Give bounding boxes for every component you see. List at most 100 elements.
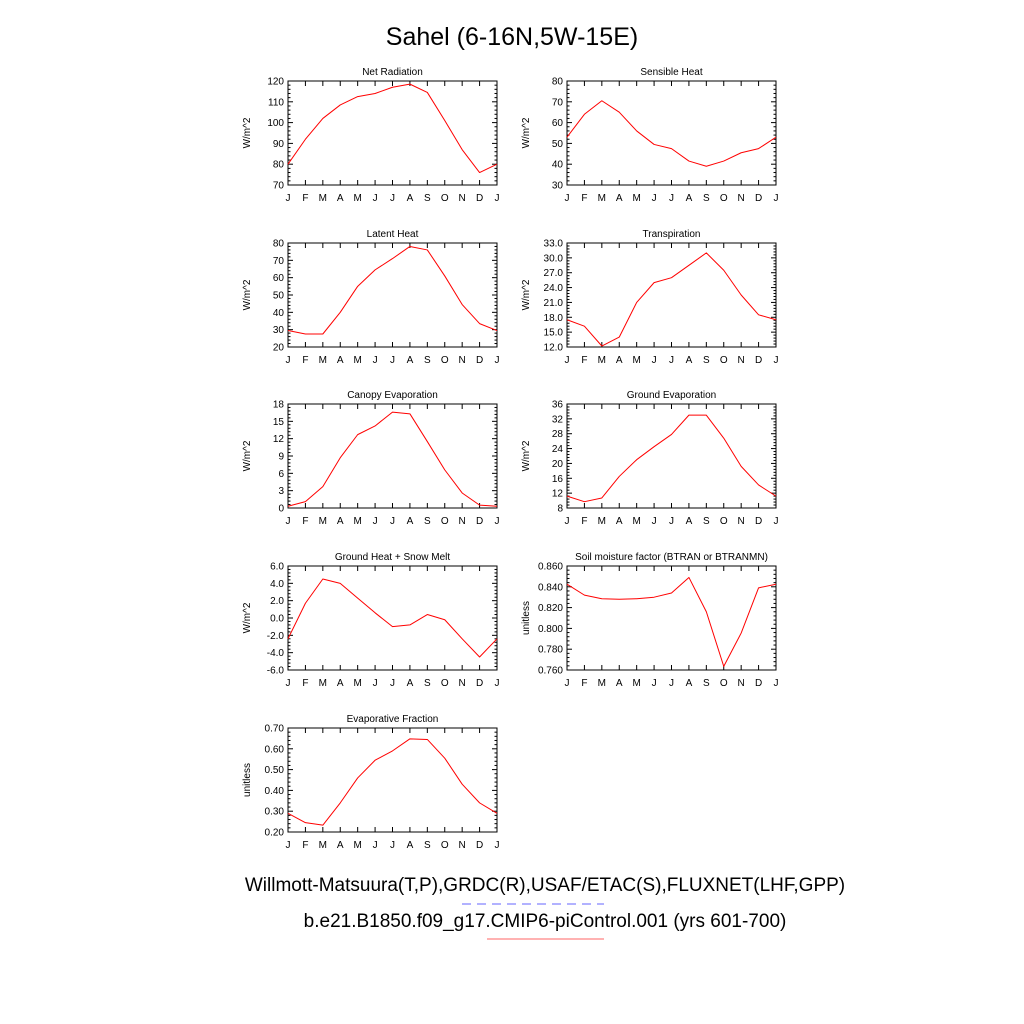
series-line-sensible-heat (566, 100, 777, 167)
y-tick-label: 15.0 (544, 328, 564, 339)
obs-dataset-label: Willmott-Matsuura(T,P),GRDC(R),USAF/ETAC… (245, 875, 845, 896)
x-tick-label: N (738, 516, 745, 527)
panel-soil-moisture-factor-btran-or-btranmn: Soil moisture factor (BTRAN or BTRANMN) 0… (521, 552, 779, 689)
x-tick-label: F (302, 516, 308, 527)
x-tick-label: M (353, 678, 361, 689)
y-axis-label: unitless (521, 601, 532, 635)
y-tick-label: 30.0 (544, 253, 564, 264)
x-tick-label: J (286, 840, 291, 851)
y-tick-label: 0.840 (538, 582, 563, 593)
y-tick-label: 30 (552, 181, 564, 192)
x-tick-label: A (337, 193, 344, 204)
footer: Willmott-Matsuura(T,P),GRDC(R),USAF/ETAC… (245, 875, 845, 940)
y-tick-label: 0.780 (538, 645, 563, 656)
y-tick-label: 50 (552, 139, 564, 150)
x-tick-label: S (703, 193, 710, 204)
y-tick-label: 40 (273, 308, 285, 319)
x-tick-label: M (353, 355, 361, 366)
y-tick-label: 32 (552, 414, 564, 425)
x-tick-label: J (565, 193, 570, 204)
x-tick-label: F (302, 355, 308, 366)
y-tick-label: 18 (273, 400, 285, 411)
model-case-label: b.e21.B1850.f09_g17.CMIP6-piControl.001 … (304, 911, 787, 932)
x-tick-label: A (337, 516, 344, 527)
x-tick-label: J (652, 678, 657, 689)
x-tick-label: J (390, 516, 395, 527)
x-tick-label: A (616, 193, 623, 204)
x-tick-label: A (616, 678, 623, 689)
y-tick-label: 50 (273, 291, 285, 302)
x-tick-label: J (495, 840, 500, 851)
panel-title: Latent Heat (367, 229, 419, 240)
x-tick-label: J (652, 355, 657, 366)
x-tick-label: J (390, 678, 395, 689)
y-tick-label: -2.0 (267, 631, 285, 642)
x-tick-label: F (302, 678, 308, 689)
x-tick-label: D (476, 840, 483, 851)
panel-title: Evaporative Fraction (347, 714, 439, 725)
x-tick-label: N (459, 516, 466, 527)
x-tick-label: A (686, 193, 693, 204)
y-tick-label: 16 (552, 474, 564, 485)
x-tick-label: A (686, 516, 693, 527)
x-tick-label: M (319, 355, 327, 366)
x-tick-label: D (755, 193, 762, 204)
series-line-ground-heat-snow-melt (287, 578, 498, 658)
x-tick-label: M (319, 678, 327, 689)
x-tick-label: S (424, 840, 431, 851)
y-tick-label: 100 (267, 118, 284, 129)
y-axis-label: W/m^2 (521, 279, 532, 310)
y-tick-label: 0.820 (538, 603, 563, 614)
y-tick-label: 70 (273, 181, 285, 192)
x-tick-label: J (669, 193, 674, 204)
x-tick-label: N (459, 193, 466, 204)
y-tick-label: 80 (273, 239, 285, 250)
x-tick-label: D (476, 355, 483, 366)
series-line-evaporative-fraction (287, 738, 498, 826)
x-tick-label: F (581, 516, 587, 527)
y-tick-label: 120 (267, 77, 284, 88)
x-tick-label: M (319, 840, 327, 851)
y-tick-label: -4.0 (267, 648, 285, 659)
x-tick-label: J (286, 355, 291, 366)
panel-evaporative-fraction: Evaporative Fraction 0.20 0.30 0.40 0.50 0.60… (242, 714, 500, 851)
x-tick-label: J (565, 678, 570, 689)
x-tick-label: J (774, 355, 779, 366)
x-tick-label: M (632, 193, 640, 204)
y-tick-label: 8 (557, 504, 563, 515)
x-tick-label: J (390, 193, 395, 204)
y-tick-label: 6.0 (270, 562, 284, 573)
y-tick-label: 33.0 (544, 239, 564, 250)
x-tick-label: A (616, 516, 623, 527)
x-tick-label: D (476, 516, 483, 527)
y-tick-label: 4.0 (270, 579, 284, 590)
y-tick-label: 21.0 (544, 298, 564, 309)
x-tick-label: M (598, 678, 606, 689)
x-tick-label: J (774, 516, 779, 527)
x-tick-label: D (755, 678, 762, 689)
x-tick-label: A (616, 355, 623, 366)
x-tick-label: F (581, 678, 587, 689)
series-line-ground-evaporation (566, 414, 777, 503)
x-tick-label: A (407, 840, 414, 851)
x-tick-label: N (738, 355, 745, 366)
x-tick-label: D (476, 193, 483, 204)
x-tick-label: M (598, 193, 606, 204)
x-tick-label: M (598, 516, 606, 527)
x-tick-label: J (774, 193, 779, 204)
y-tick-label: 36 (552, 400, 564, 411)
y-axis-label: unitless (242, 763, 253, 797)
y-tick-label: 0 (278, 504, 284, 515)
y-axis-label: W/m^2 (521, 117, 532, 148)
x-tick-label: J (286, 193, 291, 204)
x-tick-label: S (424, 516, 431, 527)
x-tick-label: M (632, 678, 640, 689)
y-tick-label: 0.800 (538, 624, 563, 635)
y-tick-label: 30 (273, 325, 285, 336)
